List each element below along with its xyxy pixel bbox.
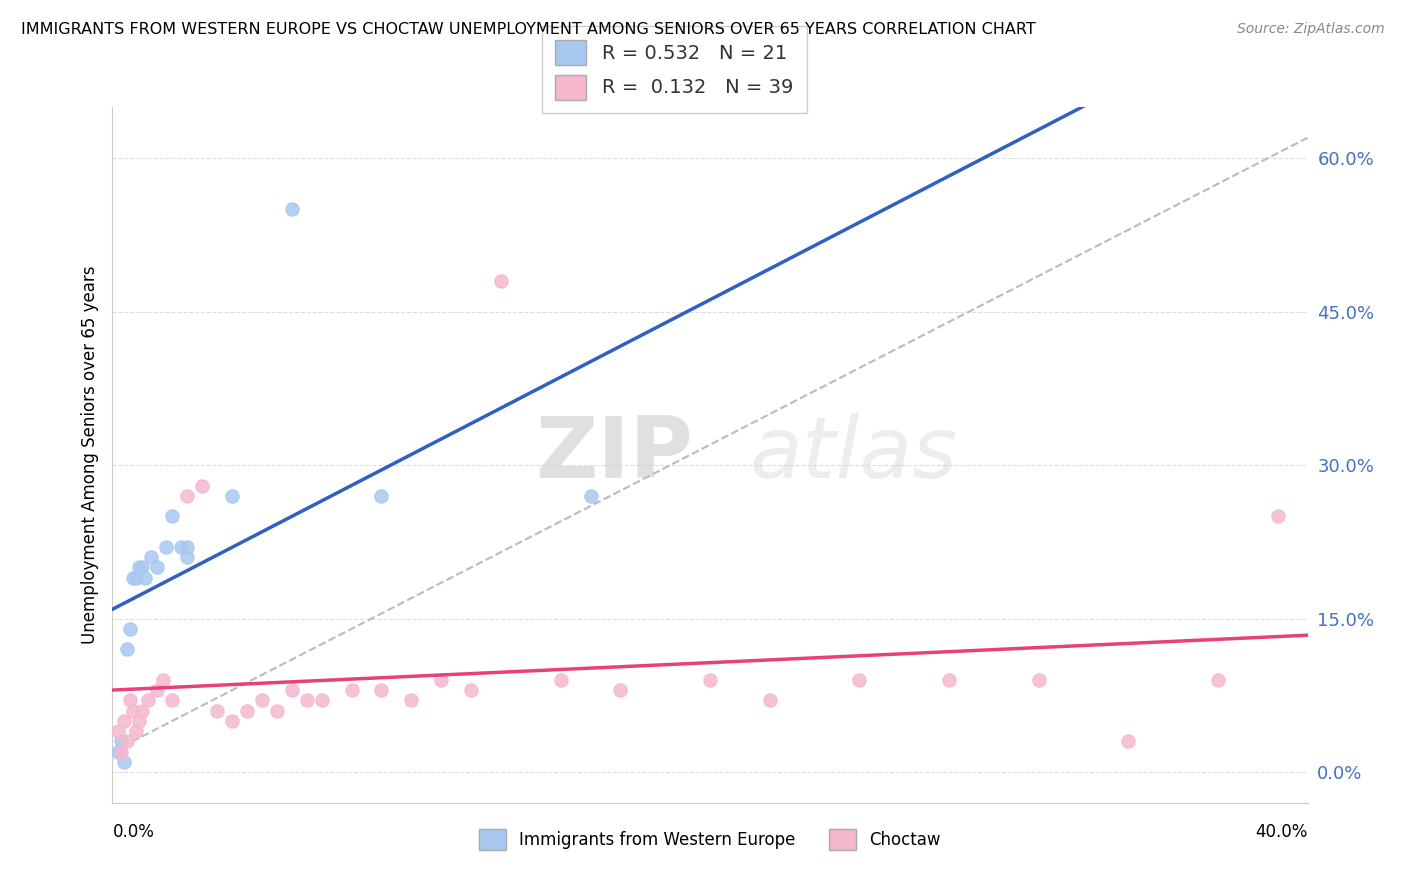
- Point: [579, 489, 602, 503]
- Point: [128, 714, 150, 728]
- Point: [131, 704, 153, 718]
- Text: 0.0%: 0.0%: [112, 823, 155, 841]
- Point: [221, 714, 243, 728]
- Point: [699, 673, 721, 687]
- Point: [138, 693, 160, 707]
- Point: [1267, 509, 1289, 524]
- Point: [141, 550, 163, 565]
- Point: [162, 509, 183, 524]
- Point: [170, 540, 193, 554]
- Point: [221, 489, 243, 503]
- Point: [110, 745, 132, 759]
- Point: [120, 693, 142, 707]
- Point: [146, 560, 169, 574]
- Point: [176, 550, 198, 565]
- Point: [107, 745, 129, 759]
- Point: [125, 571, 148, 585]
- Point: [131, 560, 153, 574]
- Text: ZIP: ZIP: [536, 413, 693, 497]
- Point: [281, 683, 304, 698]
- Point: [281, 202, 304, 217]
- Point: [125, 724, 148, 739]
- Point: [759, 693, 782, 707]
- Point: [295, 693, 318, 707]
- Point: [250, 693, 273, 707]
- Point: [117, 642, 139, 657]
- Point: [266, 704, 288, 718]
- Point: [122, 704, 145, 718]
- Point: [146, 683, 169, 698]
- Point: [550, 673, 572, 687]
- Point: [1206, 673, 1229, 687]
- Point: [848, 673, 870, 687]
- Point: [401, 693, 423, 707]
- Point: [311, 693, 333, 707]
- Text: 40.0%: 40.0%: [1256, 823, 1308, 841]
- Point: [938, 673, 960, 687]
- Text: IMMIGRANTS FROM WESTERN EUROPE VS CHOCTAW UNEMPLOYMENT AMONG SENIORS OVER 65 YEA: IMMIGRANTS FROM WESTERN EUROPE VS CHOCTA…: [21, 22, 1036, 37]
- Point: [609, 683, 631, 698]
- Point: [340, 683, 363, 698]
- Point: [489, 274, 512, 288]
- Point: [1028, 673, 1050, 687]
- Point: [110, 734, 132, 748]
- Point: [370, 683, 392, 698]
- Legend: Immigrants from Western Europe, Choctaw: Immigrants from Western Europe, Choctaw: [472, 822, 948, 857]
- Point: [191, 478, 214, 492]
- Point: [134, 571, 156, 585]
- Point: [162, 693, 183, 707]
- Point: [205, 704, 228, 718]
- Point: [236, 704, 259, 718]
- Point: [1118, 734, 1140, 748]
- Point: [152, 673, 174, 687]
- Point: [430, 673, 453, 687]
- Point: [128, 560, 150, 574]
- Point: [122, 571, 145, 585]
- Point: [117, 734, 139, 748]
- Point: [114, 755, 135, 769]
- Point: [370, 489, 392, 503]
- Point: [460, 683, 482, 698]
- Point: [155, 540, 177, 554]
- Point: [114, 714, 135, 728]
- Point: [176, 489, 198, 503]
- Point: [120, 622, 142, 636]
- Point: [107, 724, 129, 739]
- Point: [176, 540, 198, 554]
- Text: Source: ZipAtlas.com: Source: ZipAtlas.com: [1237, 22, 1385, 37]
- Text: atlas: atlas: [749, 413, 957, 497]
- Y-axis label: Unemployment Among Seniors over 65 years: Unemployment Among Seniors over 65 years: [80, 266, 98, 644]
